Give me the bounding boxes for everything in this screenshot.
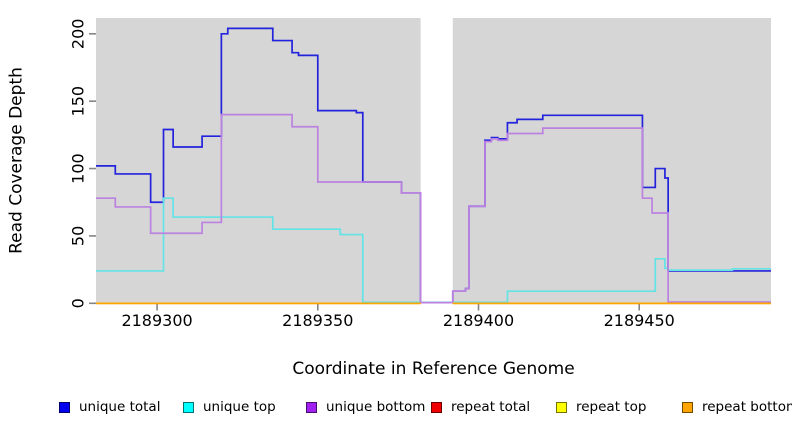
unique-total-swatch-icon [59, 401, 70, 413]
series-unique-bottom [96, 113, 771, 304]
unique-bottom-swatch-icon [306, 401, 317, 413]
legend-item-unique-top: unique top [183, 399, 276, 415]
y-axis-title: Read Coverage Depth [6, 67, 27, 254]
y-tick-label: 150 [69, 86, 88, 117]
legend-label: repeat total [451, 399, 531, 415]
y-tick-label: 100 [69, 153, 88, 184]
legend-label: repeat bottom [702, 399, 792, 415]
legend-item-repeat-total: repeat total [431, 399, 530, 415]
legend-item-repeat-bottom: repeat bottom [682, 399, 792, 415]
masked-region [420, 17, 453, 305]
y-tick-label: 50 [69, 226, 88, 246]
x-tick-label: 2189350 [282, 311, 353, 330]
y-tick-label: 0 [69, 298, 88, 308]
legend-label: repeat top [576, 399, 647, 415]
y-tick-label: 200 [69, 19, 88, 50]
legend-label: unique top [203, 399, 276, 415]
legend-label: unique bottom [326, 399, 426, 415]
repeat-bottom-swatch-icon [682, 401, 693, 413]
repeat-total-swatch-icon [431, 401, 442, 413]
x-tick-label: 2189400 [443, 311, 514, 330]
repeat-top-swatch-icon [556, 401, 567, 413]
unique-top-swatch-icon [183, 401, 194, 413]
legend-item-repeat-top: repeat top [556, 399, 646, 415]
x-tick-label: 2189450 [604, 311, 675, 330]
x-axis-title: Coordinate in Reference Genome [292, 359, 575, 379]
legend: unique total unique top unique bottom re… [0, 399, 792, 419]
legend-item-unique-total: unique total [59, 399, 160, 415]
legend-item-unique-bottom: unique bottom [306, 399, 425, 415]
legend-label: unique total [79, 399, 161, 415]
x-tick-label: 2189300 [121, 311, 192, 330]
